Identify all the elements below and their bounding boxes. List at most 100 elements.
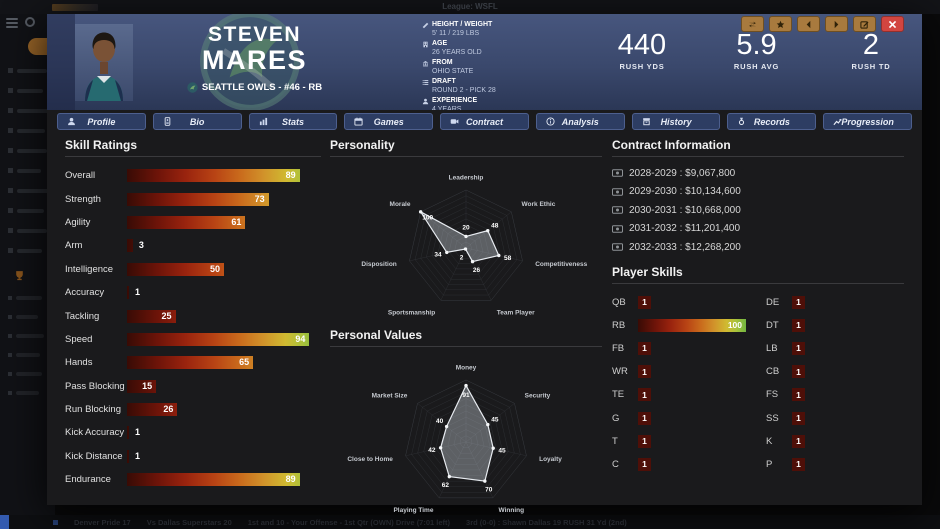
- sidebar-submenu-item[interactable]: [8, 296, 55, 300]
- contract-year-row: 2031-2032 : $11,201,400: [612, 220, 904, 239]
- skill-value: 25: [161, 310, 172, 321]
- position-bar-track: 1: [792, 434, 900, 448]
- position-skill-value: 1: [792, 365, 805, 379]
- modal-body: Skill Ratings Overall 89 Strength 73 Agi…: [47, 138, 922, 514]
- sidebar-menu-item[interactable]: [8, 188, 55, 193]
- top-bar: League: WSFL: [0, 0, 940, 14]
- skill-row: Kick Accuracy 1: [65, 421, 321, 444]
- position-skill-row: FS 1: [766, 383, 904, 406]
- sidebar-submenu-item[interactable]: [8, 391, 55, 395]
- position-skill-value: 1: [792, 411, 805, 425]
- skill-bar-track: 65: [127, 356, 321, 370]
- skill-label: Tackling: [65, 310, 100, 322]
- sidebar-menu-item[interactable]: [8, 248, 55, 253]
- tab-label: Bio: [189, 116, 205, 127]
- skill-value: 89: [285, 170, 296, 181]
- tab-progression[interactable]: Progression: [823, 113, 913, 130]
- person-icon: [422, 98, 429, 105]
- next-player-button[interactable]: [825, 16, 848, 32]
- skill-label: Intelligence: [65, 263, 114, 275]
- position-skill-row: CB 1: [766, 360, 904, 383]
- menu-icon[interactable]: [6, 18, 18, 30]
- tab-stats[interactable]: Stats: [248, 113, 338, 130]
- tab-games[interactable]: Games: [344, 113, 434, 130]
- sidebar-submenu-item[interactable]: [8, 334, 55, 338]
- sidebar-menu-item[interactable]: [8, 168, 55, 173]
- sidebar-menu-item[interactable]: [8, 108, 55, 113]
- skill-bar: [127, 239, 133, 253]
- tab-bio[interactable]: Bio: [152, 113, 242, 130]
- position-skill-value: 1: [792, 457, 805, 471]
- favorite-button[interactable]: [769, 16, 792, 32]
- svg-text:Morale: Morale: [390, 201, 411, 208]
- position-skill-value: 1: [638, 365, 651, 379]
- svg-text:62: 62: [442, 482, 450, 489]
- player-team-line: SEATTLE OWLS - #46 - RB: [147, 82, 362, 93]
- sidebar-menu-item[interactable]: [8, 88, 55, 93]
- position-skill-row: TE 1: [612, 383, 750, 406]
- tab-history[interactable]: History: [631, 113, 721, 130]
- svg-text:58: 58: [504, 255, 512, 262]
- ticker-segment: Vs Dallas Superstars 20: [146, 517, 232, 527]
- info-icon: [546, 117, 555, 126]
- skill-row: Speed 94: [65, 328, 321, 351]
- skill-value: 89: [285, 474, 296, 485]
- sidebar-submenu-item[interactable]: [8, 372, 55, 376]
- position-skill-value: 1: [792, 318, 805, 332]
- sidebar-submenu-item[interactable]: [8, 315, 55, 319]
- player-first-name: STEVEN: [207, 23, 302, 46]
- position-skill-row: C 1: [612, 453, 750, 476]
- svg-text:Loyalty: Loyalty: [539, 456, 562, 463]
- skill-value: 1: [134, 427, 140, 438]
- close-button[interactable]: [881, 16, 904, 32]
- position-skill-row: P 1: [766, 453, 904, 476]
- skill-bar-track: 61: [127, 215, 321, 229]
- sidebar-menu-item[interactable]: [8, 208, 55, 213]
- compare-icon: [748, 20, 757, 29]
- sidebar-menu-item[interactable]: [8, 228, 55, 233]
- tab-analysis[interactable]: Analysis: [535, 113, 625, 130]
- position-bar-track: 1: [638, 295, 746, 309]
- position-skill-row: SS 1: [766, 406, 904, 429]
- list-icon: [422, 79, 429, 86]
- skill-bar: [127, 309, 176, 323]
- position-skill-value: 1: [638, 434, 651, 448]
- position-skill-value: 1: [638, 295, 651, 309]
- position-skill-row: K 1: [766, 430, 904, 453]
- sidebar-menu-item[interactable]: [8, 148, 55, 153]
- previous-player-button[interactable]: [797, 16, 820, 32]
- money-icon: [612, 183, 623, 201]
- edit-player-button[interactable]: [853, 16, 876, 32]
- position-skill-row: DT 1: [766, 314, 904, 337]
- tab-records[interactable]: Records: [727, 113, 817, 130]
- detail-value: 26 YEARS OLD: [432, 49, 482, 56]
- player-header: STEVEN MARES SEATTLE OWLS - #46 - RB HEI…: [47, 14, 922, 110]
- ruler-icon: [422, 22, 429, 29]
- skill-label: Arm: [65, 240, 83, 252]
- skill-ratings-chart: Overall 89 Strength 73 Agility 61 Arm 3 …: [65, 164, 321, 491]
- skill-row: Pass Blocking 15: [65, 375, 321, 398]
- school-icon: [422, 60, 429, 67]
- sidebar-submenu-item[interactable]: [8, 353, 55, 357]
- position-bar-track: 1: [638, 388, 746, 402]
- section-title-player-skills: Player Skills: [612, 265, 904, 284]
- sidebar-menu-item[interactable]: [8, 68, 55, 73]
- settings-icon[interactable]: [25, 17, 35, 27]
- sidebar-menu-item[interactable]: [8, 128, 55, 133]
- svg-text:Team Player: Team Player: [497, 309, 535, 316]
- tab-profile[interactable]: Profile: [57, 113, 146, 130]
- svg-text:Leadership: Leadership: [449, 174, 484, 181]
- tab-contract[interactable]: Contract: [440, 113, 529, 130]
- player-skills-grid: QB 1 RB 100 FB 1 WR 1 TE 1 G 1 T 1 C 1 D…: [612, 291, 904, 477]
- skill-bar: [127, 473, 300, 487]
- skill-bar-track: 15: [127, 379, 321, 393]
- compare-button[interactable]: [741, 16, 764, 32]
- contract-text: 2030-2031 : $10,668,000: [629, 204, 741, 216]
- skill-row: Kick Distance 1: [65, 445, 321, 468]
- personal-values-radar-chart: 91 45 45 70 62 42 40 Money Security Loyalty Winnin…: [347, 364, 562, 514]
- skill-row: Agility 61: [65, 211, 321, 234]
- skill-label: Kick Accuracy: [65, 427, 125, 439]
- skill-bar: [127, 403, 178, 417]
- skill-bar-track: 89: [127, 473, 321, 487]
- section-title-personal-values: Personal Values: [330, 328, 602, 347]
